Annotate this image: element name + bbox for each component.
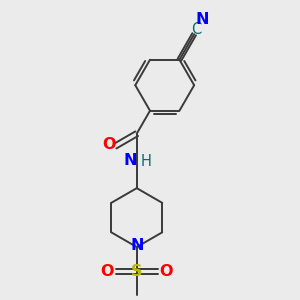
Text: H: H — [141, 154, 152, 169]
Text: N: N — [124, 153, 137, 168]
Text: N: N — [130, 238, 143, 253]
Text: N: N — [196, 12, 209, 27]
Text: C: C — [191, 22, 202, 37]
Text: O: O — [102, 137, 115, 152]
Text: O: O — [100, 264, 114, 279]
Text: S: S — [131, 264, 142, 279]
Text: O: O — [159, 264, 173, 279]
